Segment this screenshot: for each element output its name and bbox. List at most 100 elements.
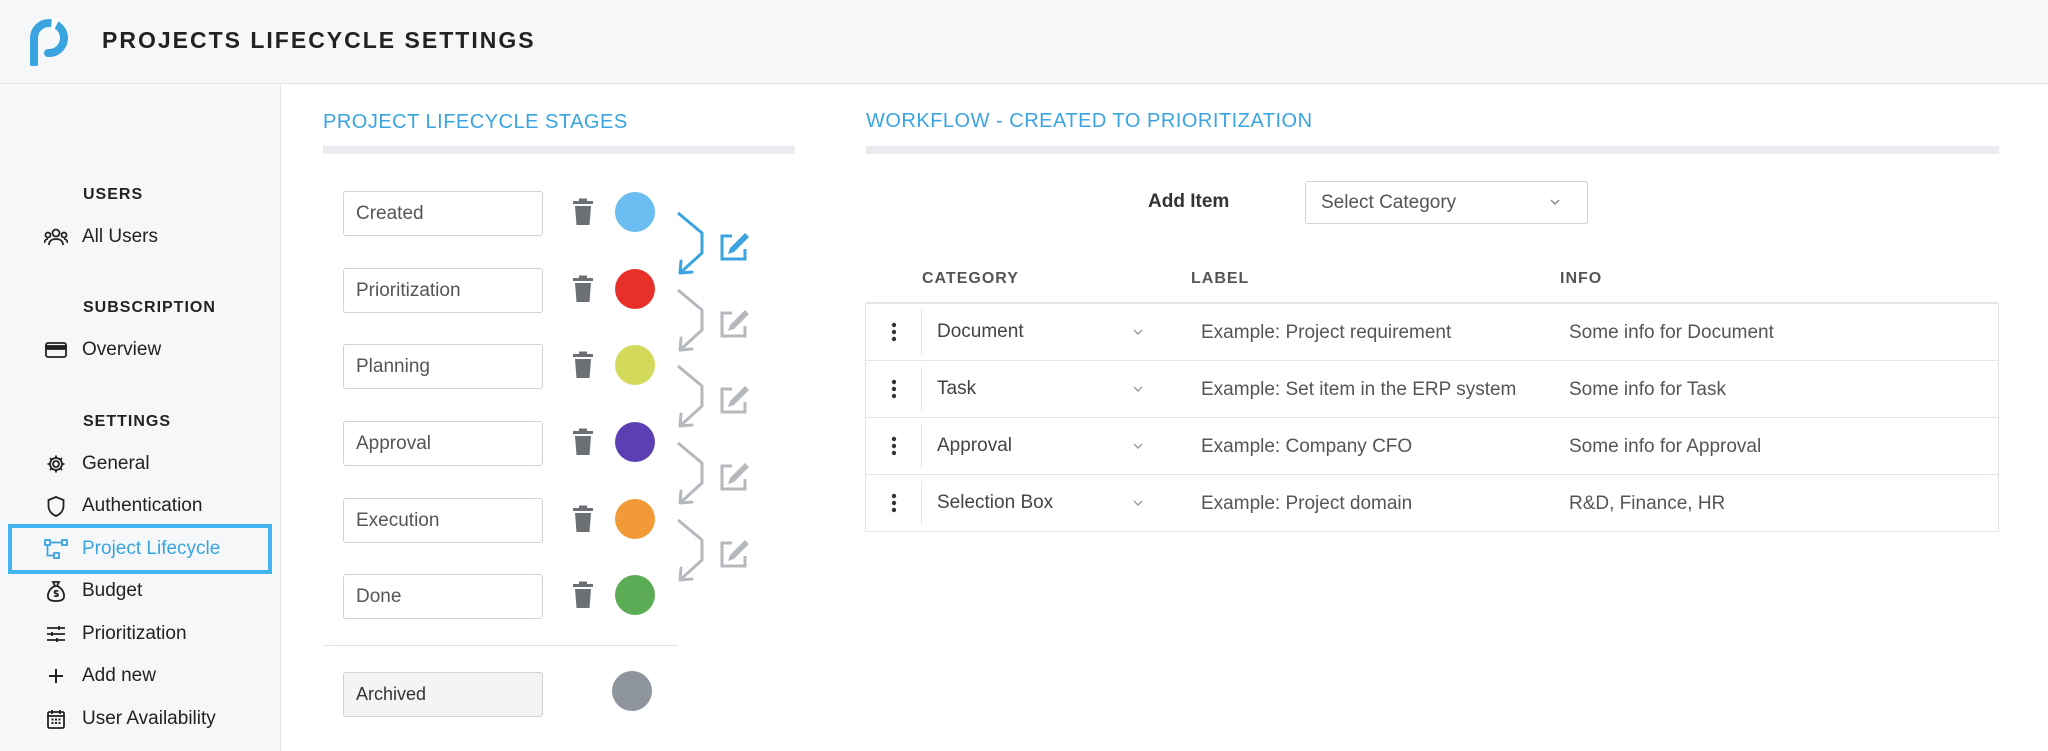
workflow-table: Document Example: Project requirement Some…: [865, 302, 1999, 532]
trash-icon[interactable]: [570, 275, 596, 303]
sidebar-item-overview[interactable]: Overview: [44, 333, 274, 367]
row-label: Example: Set item in the ERP system: [1201, 378, 1517, 400]
chevron-down-icon: [1550, 199, 1560, 206]
chevron-down-icon: [1133, 500, 1143, 506]
transition-arrow-icon: [677, 288, 704, 352]
sidebar-item-label: All Users: [82, 226, 159, 247]
workflow-panel-title: WORKFLOW - CREATED TO PRIORITIZATION: [866, 110, 1313, 132]
category-select[interactable]: Select Category: [1305, 181, 1588, 224]
sidebar-item-label: Authentication: [82, 495, 203, 516]
transition-arrow-icon: [677, 211, 704, 275]
sliders-icon: [44, 622, 68, 646]
stage-name-field[interactable]: Done: [343, 574, 543, 619]
row-category-select[interactable]: Task: [923, 367, 1163, 411]
row-label: Example: Project domain: [1201, 492, 1413, 514]
page-title: PROJECTS LIFECYCLE SETTINGS: [102, 27, 536, 53]
sidebar-item-budget[interactable]: Budget: [44, 574, 274, 608]
sidebar-section-users: USERS: [83, 186, 144, 203]
column-header-category: CATEGORY: [922, 270, 1019, 287]
sidebar-item-label: Project Lifecycle: [82, 538, 221, 559]
row-category-select[interactable]: Selection Box: [923, 481, 1163, 525]
money-bag-icon: [44, 579, 68, 603]
column-header-info: INFO: [1560, 270, 1603, 287]
edit-workflow-icon[interactable]: [718, 231, 750, 263]
row-category-select[interactable]: Approval: [923, 424, 1163, 468]
kebab-menu-icon: [891, 322, 896, 342]
sidebar-item-user-availability[interactable]: User Availability: [44, 702, 274, 736]
plus-icon: [44, 664, 68, 688]
table-row: Approval Example: Company CFO Some info fo…: [865, 418, 1999, 475]
row-category-value: Selection Box: [937, 492, 1054, 513]
sidebar: [0, 85, 281, 751]
trash-icon[interactable]: [570, 581, 596, 609]
stage-color-swatch[interactable]: [615, 269, 655, 309]
row-category-value: Task: [937, 378, 977, 399]
flow-icon: [44, 537, 68, 561]
top-bar: PROJECTS LIFECYCLE SETTINGS: [0, 0, 2048, 84]
row-menu-button[interactable]: [866, 481, 922, 525]
stage-name-field[interactable]: Execution: [343, 498, 543, 543]
table-row: Task Example: Set item in the ERP system S…: [865, 361, 1999, 418]
row-category-value: Approval: [937, 435, 1012, 456]
trash-icon[interactable]: [570, 428, 596, 456]
chevron-down-icon: [1133, 329, 1143, 335]
row-label: Example: Company CFO: [1201, 435, 1413, 457]
shield-icon: [44, 494, 68, 518]
sidebar-item-project-lifecycle[interactable]: Project Lifecycle: [44, 532, 274, 566]
stage-name-field[interactable]: Planning: [343, 344, 543, 389]
sidebar-item-label: Budget: [82, 580, 143, 601]
trash-icon[interactable]: [570, 198, 596, 226]
stage-name-field[interactable]: Approval: [343, 421, 543, 466]
active-item-highlight: [8, 524, 272, 574]
add-item-label: Add Item: [1148, 191, 1230, 212]
sidebar-item-add-new[interactable]: Add new: [44, 659, 274, 693]
sidebar-item-label: General: [82, 453, 150, 474]
trash-icon[interactable]: [570, 351, 596, 379]
archived-divider: [323, 645, 678, 646]
gear-icon: [44, 452, 68, 476]
stage-color-swatch[interactable]: [615, 499, 655, 539]
sidebar-item-all-users[interactable]: All Users: [44, 220, 274, 254]
row-category-select[interactable]: Document: [923, 310, 1163, 354]
transition-arrow-icon: [677, 441, 704, 505]
table-row: Selection Box Example: Project domain R&D,…: [865, 475, 1999, 532]
stage-color-swatch[interactable]: [615, 575, 655, 615]
edit-workflow-icon[interactable]: [718, 461, 750, 493]
row-info: Some info for Document: [1569, 321, 1774, 343]
sidebar-item-authentication[interactable]: Authentication: [44, 489, 274, 523]
table-row: Document Example: Project requirement Some…: [865, 304, 1999, 361]
stage-name-field[interactable]: Created: [343, 191, 543, 236]
row-category-value: Document: [937, 321, 1024, 342]
row-menu-button[interactable]: [866, 424, 922, 468]
sidebar-item-prioritization[interactable]: Prioritization: [44, 617, 274, 651]
column-header-label: LABEL: [1191, 270, 1250, 287]
row-menu-button[interactable]: [866, 310, 922, 354]
stage-color-swatch[interactable]: [615, 345, 655, 385]
users-icon: [44, 225, 68, 249]
chevron-down-icon: [1133, 443, 1143, 449]
sidebar-item-label: User Availability: [82, 708, 216, 729]
row-menu-button[interactable]: [866, 367, 922, 411]
edit-workflow-icon[interactable]: [718, 538, 750, 570]
edit-workflow-icon[interactable]: [718, 384, 750, 416]
credit-card-icon: [44, 338, 68, 362]
kebab-menu-icon: [891, 379, 896, 399]
stage-name-field[interactable]: Prioritization: [343, 268, 543, 313]
stage-name-field-archived[interactable]: Archived: [343, 672, 543, 717]
row-info: Some info for Task: [1569, 378, 1727, 400]
stage-color-swatch-archived[interactable]: [612, 671, 652, 711]
row-info: Some info for Approval: [1569, 435, 1762, 457]
edit-workflow-icon[interactable]: [718, 308, 750, 340]
sidebar-item-label: Prioritization: [82, 623, 187, 644]
row-info: R&D, Finance, HR: [1569, 492, 1726, 514]
stage-color-swatch[interactable]: [615, 192, 655, 232]
chevron-down-icon: [1133, 386, 1143, 392]
category-select-value: Select Category: [1321, 191, 1457, 213]
workflow-panel-divider: [866, 146, 1999, 154]
trash-icon[interactable]: [570, 505, 596, 533]
app-logo-icon[interactable]: [26, 16, 72, 66]
kebab-menu-icon: [891, 493, 896, 513]
sidebar-item-general[interactable]: General: [44, 447, 274, 481]
transition-arrow-icon: [677, 364, 704, 428]
stage-color-swatch[interactable]: [615, 422, 655, 462]
